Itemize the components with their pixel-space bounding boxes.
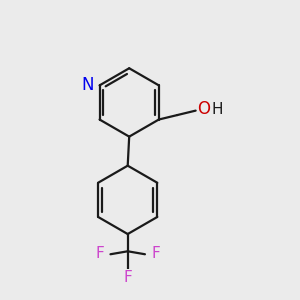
Text: F: F <box>123 270 132 285</box>
Text: F: F <box>152 246 160 261</box>
Text: O: O <box>197 100 210 118</box>
Text: N: N <box>82 76 94 94</box>
Text: H: H <box>211 102 223 117</box>
Text: F: F <box>95 246 104 261</box>
